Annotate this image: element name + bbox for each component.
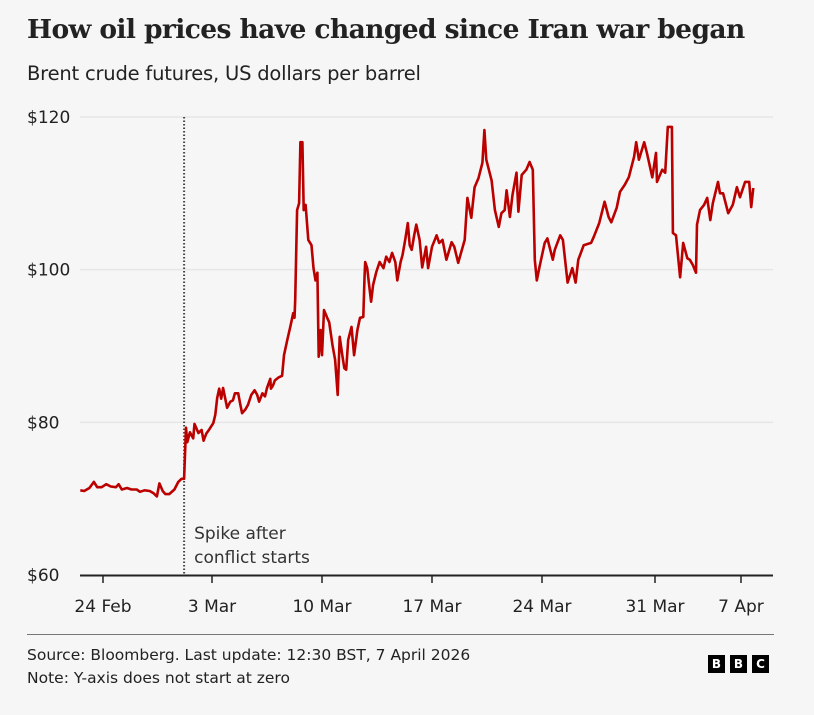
y-tick-label: $80: [27, 413, 59, 433]
y-tick-label: $100: [27, 261, 70, 281]
logo-letter: B: [708, 655, 725, 673]
x-tick-label: 7 Apr: [718, 597, 764, 617]
brent-price-line: [80, 125, 755, 498]
annotation-text-line2: conflict starts: [194, 548, 310, 568]
logo-letter: C: [752, 655, 769, 673]
y-tick-label: $120: [27, 108, 70, 128]
logo-letter: B: [730, 655, 747, 673]
note-text: Note: Y-axis does not start at zero: [27, 669, 290, 687]
chart-title: How oil prices have changed since Iran w…: [27, 14, 745, 45]
annotation-text-line1: Spike after: [194, 524, 286, 544]
footer-divider: [27, 634, 774, 635]
x-tick-label: 3 Mar: [188, 597, 236, 617]
x-tick-label: 24 Mar: [512, 597, 571, 617]
x-tick-label: 17 Mar: [402, 597, 461, 617]
chart-subtitle: Brent crude futures, US dollars per barr…: [27, 62, 421, 85]
x-tick-label: 24 Feb: [74, 597, 131, 617]
source-text: Source: Bloomberg. Last update: 12:30 BS…: [27, 646, 471, 664]
x-tick-label: 31 Mar: [625, 597, 684, 617]
y-tick-label: $60: [27, 566, 59, 586]
x-tick-label: 10 Mar: [292, 597, 351, 617]
bbc-logo: B B C: [708, 655, 769, 673]
